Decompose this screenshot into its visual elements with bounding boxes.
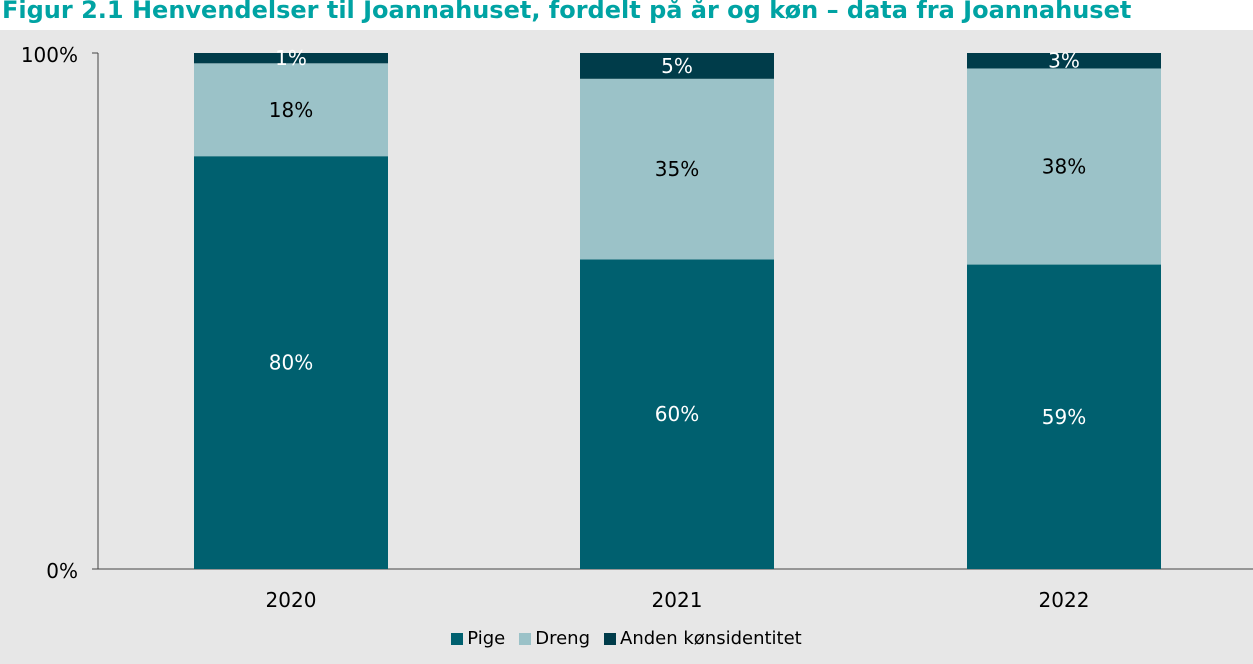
y-tick-label: 100%	[21, 43, 78, 67]
chart-title: Figur 2.1 Henvendelser til Joannahuset, …	[2, 0, 1132, 24]
legend-item: Dreng	[519, 628, 590, 649]
bar-segment	[967, 68, 1161, 265]
legend-swatch	[604, 632, 616, 645]
bar-segment	[194, 53, 388, 64]
data-label: 60%	[655, 402, 699, 426]
legend-item: Pige	[451, 628, 505, 649]
x-tick-label: 2020	[266, 588, 317, 612]
data-label: 59%	[1042, 405, 1086, 429]
data-label: 35%	[655, 157, 699, 181]
legend-swatch	[451, 632, 464, 645]
y-tick-label: 0%	[46, 559, 78, 583]
bar-segment	[580, 53, 774, 79]
data-label: 3%	[1048, 49, 1080, 73]
data-label: 18%	[269, 98, 313, 122]
bar-segment	[194, 156, 388, 569]
data-label: 80%	[269, 351, 313, 375]
bar-segment	[967, 53, 1161, 69]
bar-segment	[580, 78, 774, 260]
bar-segment	[580, 259, 774, 569]
x-tick-label: 2022	[1039, 588, 1090, 612]
data-label: 1%	[275, 46, 307, 70]
bar-segment	[194, 63, 388, 157]
legend-label: Pige	[467, 628, 506, 649]
bar-segment	[967, 264, 1161, 569]
x-tick-label: 2021	[652, 588, 703, 612]
data-label: 5%	[661, 54, 693, 78]
legend-label: Anden kønsidentitet	[620, 628, 802, 649]
chart-legend: Pige Dreng Anden kønsidentitet	[0, 628, 1253, 649]
data-label: 38%	[1042, 155, 1086, 179]
legend-swatch	[519, 632, 532, 645]
legend-label: Dreng	[535, 628, 590, 649]
legend-item: Anden kønsidentitet	[604, 628, 802, 649]
